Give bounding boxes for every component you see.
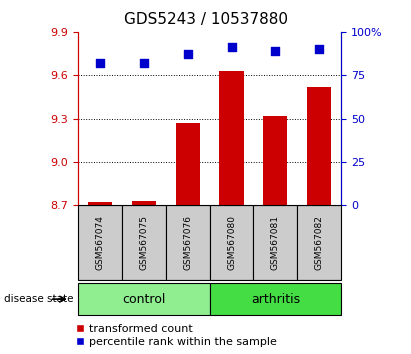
Text: arthritis: arthritis xyxy=(251,293,300,306)
Bar xyxy=(122,205,166,280)
Bar xyxy=(297,205,341,280)
Point xyxy=(316,46,323,52)
Bar xyxy=(210,205,254,280)
Bar xyxy=(88,202,112,205)
Point xyxy=(272,48,279,54)
Bar xyxy=(307,87,331,205)
Text: GSM567082: GSM567082 xyxy=(315,215,324,270)
Text: GSM567080: GSM567080 xyxy=(227,215,236,270)
Text: GSM567074: GSM567074 xyxy=(95,215,104,270)
Bar xyxy=(254,205,297,280)
Legend: transformed count, percentile rank within the sample: transformed count, percentile rank withi… xyxy=(76,324,277,347)
Point xyxy=(97,60,103,66)
Text: control: control xyxy=(122,293,166,306)
Point xyxy=(141,60,147,66)
Bar xyxy=(219,71,244,205)
Text: GSM567076: GSM567076 xyxy=(183,215,192,270)
Bar xyxy=(175,123,200,205)
Text: GSM567081: GSM567081 xyxy=(271,215,280,270)
Point xyxy=(185,52,191,57)
Text: GDS5243 / 10537880: GDS5243 / 10537880 xyxy=(123,12,288,27)
Bar xyxy=(78,283,210,315)
Bar xyxy=(263,116,287,205)
Text: GSM567075: GSM567075 xyxy=(139,215,148,270)
Point xyxy=(228,45,235,50)
Bar xyxy=(132,201,156,205)
Bar xyxy=(210,283,341,315)
Bar xyxy=(166,205,210,280)
Text: disease state: disease state xyxy=(4,294,74,304)
Bar xyxy=(78,205,122,280)
